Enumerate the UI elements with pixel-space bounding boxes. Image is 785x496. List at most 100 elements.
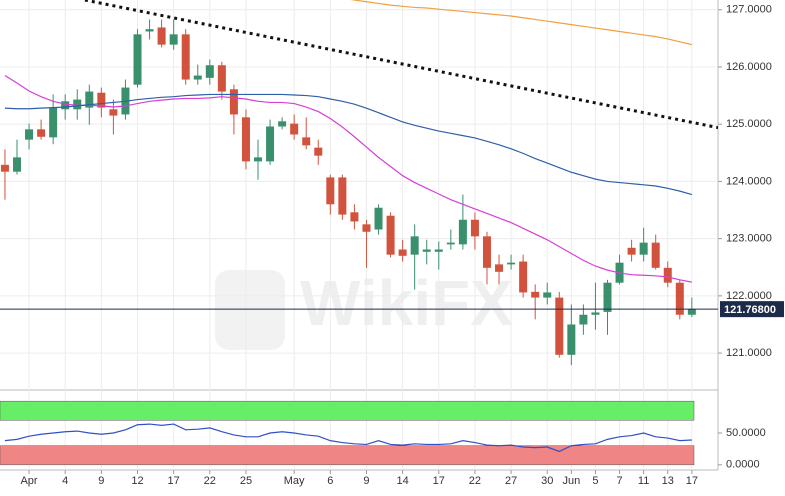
x-tick-label: 4 [62,475,68,487]
candle-body [627,247,636,255]
candle-body [639,242,648,255]
x-tick-label: May [284,475,305,487]
candle-body [290,123,299,135]
candle-body [687,309,696,315]
band [0,400,695,421]
ma-line [4,75,692,283]
x-tick-label: 11 [638,475,649,487]
candle-body [519,261,528,293]
last-price-box [720,301,784,318]
x-tick-label: 13 [662,475,674,487]
candle-body [531,291,540,298]
candle-body [302,137,311,146]
candle-body [109,109,118,116]
ma-line [4,93,693,196]
plot-area [0,0,718,366]
candle-body [205,65,214,78]
x-tick-label: Jun [562,475,580,487]
candle-body [555,297,564,355]
x-tick-label: 17 [168,475,180,487]
x-tick-label: 30 [541,475,553,487]
candle-body [579,314,588,325]
candle-body [73,99,82,110]
x-tick-label: 22 [204,475,216,487]
candle-body [338,177,347,215]
candle-body [25,129,34,140]
watermark-logo [215,270,285,350]
y-tick-label: 122.0000 [726,290,772,302]
x-tick-label: 25 [240,475,252,487]
candle-body [410,236,419,255]
indicator-line [4,423,692,453]
candle-body [675,282,684,315]
x-tick-label: 6 [327,475,333,487]
y-tick-label: 126.0000 [726,61,772,73]
candle-body [97,92,106,108]
plot-area [4,423,692,453]
candle-body [278,121,287,127]
candle-body [446,242,455,245]
x-tick-label: 17 [433,475,445,487]
x-tick-label: 17 [686,475,698,487]
candle-body [85,91,94,108]
candle-body [470,219,479,237]
x-tick-label: 14 [396,475,408,487]
x-tick-label: 27 [505,475,517,487]
candle-body [133,34,142,85]
y-tick-label: 50.0000 [726,427,766,439]
candle-body [350,212,359,222]
watermark: WikiFX [300,267,513,339]
x-tick-label: 9 [363,475,369,487]
candle-body [567,324,576,355]
candle-body [326,177,335,205]
candle-body [386,215,395,255]
candle-body [37,129,46,137]
candle-body [591,312,600,315]
candle-body [458,219,467,245]
candle-body [229,89,238,115]
candle-body [61,101,70,110]
candle-body [241,117,250,162]
ma-line [350,0,692,46]
candle-body [362,224,371,232]
candle-body [603,282,612,312]
candle-body [0,164,9,172]
candle-body [495,264,504,272]
candle-body [193,75,202,80]
last-price-label: 121.76800 [724,304,776,316]
candle-body [314,147,323,156]
candle-body [49,107,58,138]
candle-body [422,249,431,252]
candle-body [543,292,552,298]
candle-body [266,126,275,162]
candle-body [374,207,383,230]
x-tick-label: 12 [131,475,143,487]
candle-body [482,236,491,268]
candle-body [651,242,660,268]
candle-body [12,157,21,172]
y-tick-label: 121.0000 [726,347,772,359]
band [0,445,695,466]
y-tick-label: 124.0000 [726,175,772,187]
candle-body [507,262,516,265]
candle-body [254,157,263,162]
x-tick-label: 7 [616,475,622,487]
candle-body [169,34,178,45]
candle-body [217,65,226,92]
candle-body [181,34,190,80]
y-tick-label: 0.0000 [726,459,760,471]
x-tick-label: 5 [592,475,598,487]
candle-body [145,29,154,32]
x-tick-label: 22 [469,475,481,487]
y-tick-label: 123.0000 [726,233,772,245]
candle-body [398,249,407,256]
trendline [84,0,718,130]
y-tick-label: 125.0000 [726,118,772,130]
y-tick-label: 127.0000 [726,4,772,16]
candle-body [663,267,672,283]
candle-body [434,249,443,252]
x-tick-label: Apr [20,475,37,487]
x-tick-label: 9 [98,475,104,487]
candle-body [157,27,166,45]
